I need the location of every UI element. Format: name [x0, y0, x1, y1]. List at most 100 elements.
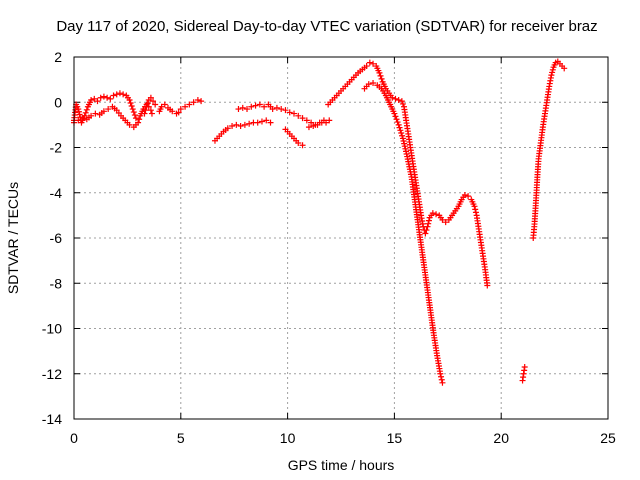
- data-point: [399, 132, 406, 139]
- data-point: [303, 117, 310, 124]
- data-point: [110, 92, 117, 99]
- y-tick-label: -4: [50, 185, 63, 201]
- data-point: [549, 66, 556, 73]
- x-tick-label: 5: [177, 430, 185, 446]
- data-point: [141, 110, 148, 117]
- x-tick-label: 0: [70, 430, 78, 446]
- data-point: [75, 106, 82, 113]
- data-point: [429, 210, 436, 217]
- data-point: [246, 120, 253, 127]
- data-point: [376, 69, 383, 76]
- data-point: [278, 106, 285, 113]
- data-point: [391, 110, 398, 117]
- y-tick-label: 0: [54, 94, 62, 110]
- data-point: [142, 107, 149, 114]
- data-point: [244, 106, 251, 113]
- data-point: [91, 95, 98, 102]
- data-point: [105, 106, 112, 113]
- chart-title: Day 117 of 2020, Sidereal Day-to-day VTE…: [56, 18, 597, 35]
- data-point: [295, 112, 302, 119]
- grid-lines: [74, 57, 608, 419]
- data-point: [392, 113, 399, 120]
- data-point: [392, 95, 399, 102]
- data-point: [198, 98, 205, 105]
- data-point: [472, 209, 479, 216]
- data-point: [438, 373, 445, 380]
- data-point: [314, 121, 321, 128]
- data-point: [378, 75, 385, 82]
- data-point: [471, 203, 478, 210]
- data-point: [397, 127, 404, 134]
- data-point: [128, 103, 135, 110]
- data-point: [130, 109, 137, 116]
- data-point: [75, 117, 82, 124]
- data-point: [144, 100, 151, 107]
- data-point: [299, 142, 306, 149]
- data-point: [269, 106, 276, 113]
- data-point: [394, 119, 401, 126]
- data-point: [248, 103, 255, 110]
- y-tick-label: -8: [50, 275, 63, 291]
- data-point: [147, 107, 154, 114]
- data-point: [252, 102, 259, 109]
- data-point: [126, 121, 133, 128]
- data-point: [75, 108, 82, 115]
- data-point: [256, 101, 263, 108]
- data-point: [113, 91, 120, 98]
- data-point: [282, 107, 289, 114]
- data-point: [273, 104, 280, 111]
- data-point: [399, 100, 406, 107]
- data-point: [182, 103, 189, 110]
- data-point: [120, 91, 127, 98]
- data-points: [71, 58, 568, 386]
- data-point: [76, 111, 83, 118]
- y-axis-label: SDTVAR / TECUs: [5, 182, 21, 294]
- y-tick-label: 2: [54, 49, 62, 65]
- data-point: [237, 123, 244, 130]
- y-tick-label: -10: [42, 321, 62, 337]
- data-point: [186, 101, 193, 108]
- data-point: [472, 206, 479, 213]
- data-point: [79, 115, 86, 122]
- data-point: [127, 100, 134, 107]
- data-point: [147, 94, 154, 101]
- data-point: [465, 193, 472, 200]
- data-point: [126, 96, 133, 103]
- data-point: [395, 96, 402, 103]
- data-point: [370, 60, 377, 67]
- data-point: [365, 81, 372, 88]
- data-point: [132, 115, 139, 122]
- data-point: [169, 108, 176, 115]
- data-point: [439, 216, 446, 223]
- x-tick-label: 20: [493, 430, 509, 446]
- data-point: [433, 211, 440, 218]
- data-point: [82, 109, 89, 116]
- data-point: [461, 192, 468, 199]
- x-axis-label: GPS time / hours: [288, 457, 395, 473]
- data-point: [131, 112, 138, 119]
- x-tick-label: 25: [600, 430, 616, 446]
- data-point: [92, 110, 99, 117]
- data-point: [398, 98, 405, 105]
- y-tick-label: -2: [50, 140, 63, 156]
- data-point: [129, 106, 136, 113]
- data-point: [377, 72, 384, 79]
- data-point: [267, 119, 274, 126]
- data-point: [393, 116, 400, 123]
- data-point: [423, 227, 430, 234]
- data-point: [258, 118, 265, 125]
- data-point: [239, 104, 246, 111]
- data-point: [484, 282, 491, 289]
- data-point: [366, 59, 373, 66]
- data-point: [323, 119, 330, 126]
- data-point: [104, 94, 111, 101]
- data-point: [295, 139, 302, 146]
- data-point: [396, 124, 403, 131]
- data-point: [310, 123, 317, 130]
- data-point: [442, 219, 449, 226]
- data-point: [88, 96, 95, 103]
- data-point: [135, 119, 142, 126]
- x-tick-label: 15: [387, 430, 403, 446]
- data-point: [425, 220, 432, 227]
